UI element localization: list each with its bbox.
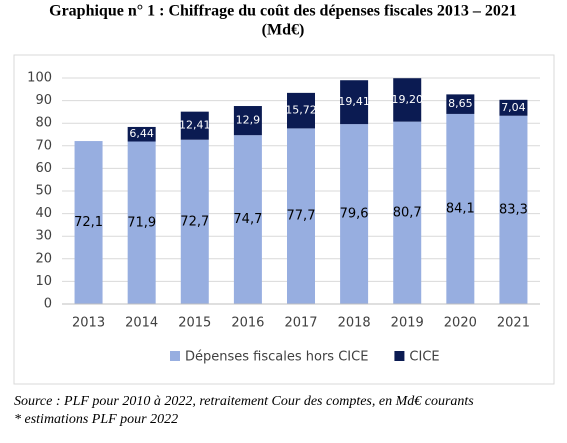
source: Source : PLF pour 2010 à 2022, retraitem…: [14, 394, 474, 409]
data-label: 72,1: [74, 215, 103, 230]
bar-segment: [127, 126, 156, 142]
x-tick-label: 2013: [72, 316, 105, 331]
x-tick-label: 2017: [284, 316, 317, 331]
y-tick-label: 30: [35, 229, 52, 244]
legend-label: Dépenses fiscales hors CICE: [185, 350, 368, 365]
data-label: 15,72: [285, 104, 317, 117]
data-label: 19,20: [391, 93, 423, 106]
y-tick-label: 100: [27, 71, 52, 86]
bar-segment: [233, 135, 262, 304]
x-tick-label: 2015: [178, 316, 211, 331]
data-label: 79,6: [340, 207, 369, 222]
data-label: 80,7: [393, 205, 422, 220]
data-label: 83,3: [499, 202, 528, 217]
y-tick-label: 70: [35, 138, 52, 153]
y-tick-label: 50: [35, 184, 52, 199]
bar-segment: [287, 92, 315, 129]
legend-swatch: [394, 351, 405, 361]
legend-label: CICE: [409, 350, 439, 365]
data-label: 77,7: [287, 209, 316, 224]
chart-title: (Md€): [262, 22, 305, 39]
data-label: 71,9: [127, 215, 156, 230]
note: * estimations PLF pour 2022: [14, 412, 178, 427]
y-tick-label: 60: [35, 161, 52, 176]
data-label: 74,7: [233, 212, 262, 227]
x-tick-label: 2016: [231, 316, 264, 331]
x-tick-label: 2019: [391, 316, 424, 331]
bar-segment: [446, 113, 475, 305]
y-tick-label: 80: [35, 116, 52, 131]
x-tick-label: 2018: [338, 316, 371, 331]
bar-segment: [127, 141, 156, 304]
y-tick-label: 40: [35, 206, 52, 221]
x-tick-label: 2014: [125, 316, 158, 331]
bar-segment: [340, 124, 369, 304]
bar-segment: [499, 99, 528, 116]
bar-segment: [233, 106, 262, 136]
bar-segment: [446, 94, 475, 114]
data-label: 6,44: [129, 127, 154, 140]
x-tick-label: 2020: [444, 316, 477, 331]
bar-segment: [340, 80, 369, 125]
bar-segment: [393, 78, 422, 122]
y-tick-label: 10: [35, 274, 52, 289]
x-tick-label: 2021: [497, 316, 530, 331]
data-label: 72,7: [180, 214, 209, 229]
data-label: 12,9: [236, 114, 261, 127]
legend-swatch: [170, 351, 180, 361]
data-label: 19,41: [338, 95, 370, 108]
y-tick-label: 0: [44, 297, 52, 312]
y-tick-label: 90: [35, 93, 52, 108]
y-tick-label: 20: [35, 251, 52, 266]
data-label: 12,41: [179, 119, 211, 132]
chart-title: Graphique n° 1 : Chiffrage du coût des d…: [49, 3, 517, 20]
data-label: 84,1: [446, 201, 475, 216]
bar-segment: [393, 121, 422, 304]
chart-frame: [13, 54, 555, 385]
bar-segment: [287, 128, 315, 304]
data-label: 8,65: [448, 97, 473, 110]
data-label: 7,04: [501, 101, 526, 114]
bar-segment: [499, 115, 528, 304]
bar-segment: [74, 141, 103, 304]
bar-segment: [180, 139, 209, 304]
bar-segment: [180, 111, 209, 140]
